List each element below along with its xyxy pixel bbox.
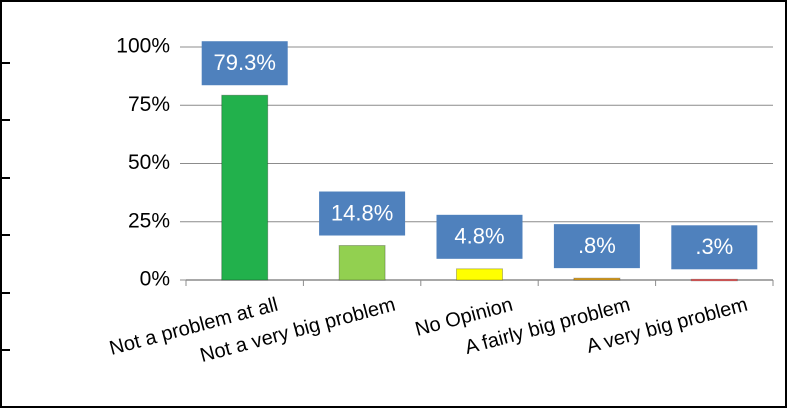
y-tick-label: 25% — [128, 209, 170, 232]
frame-ticks — [0, 62, 10, 351]
value-label: .8% — [578, 233, 616, 258]
value-label-box — [671, 225, 758, 270]
y-tick-label: 75% — [128, 93, 170, 116]
value-label-box — [553, 224, 640, 269]
value-label: 79.3% — [214, 50, 276, 75]
value-label: .3% — [695, 234, 733, 259]
bar — [338, 245, 386, 281]
value-label-box — [319, 191, 406, 236]
bar — [456, 268, 503, 281]
bar — [573, 277, 621, 281]
bar — [221, 94, 269, 281]
y-tick-label: 0% — [140, 268, 170, 291]
value-label: 4.8% — [454, 224, 504, 249]
x-tick-label: Not a very big problem — [198, 294, 398, 367]
value-label-box — [436, 214, 523, 259]
bar — [690, 278, 738, 282]
value-label-box — [201, 41, 288, 86]
y-tick-label: 100% — [116, 35, 170, 58]
y-tick-label: 50% — [128, 151, 170, 174]
value-label: 14.8% — [331, 200, 393, 225]
